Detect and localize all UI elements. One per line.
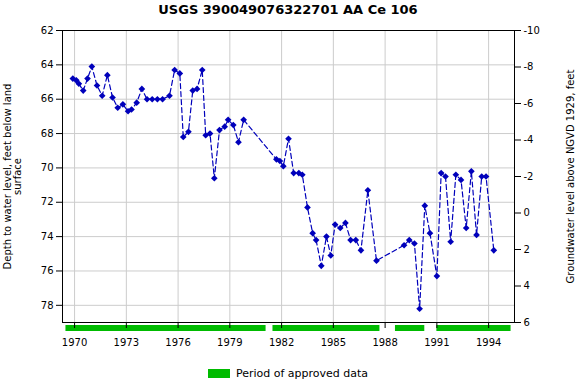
svg-text:1991: 1991 bbox=[424, 337, 449, 348]
svg-text:1976: 1976 bbox=[165, 337, 190, 348]
html-text:USGS 390049076322701 AA Ce 106: USGS 390049076322701 AA Ce 106 bbox=[158, 2, 418, 17]
svg-text:2: 2 bbox=[524, 244, 530, 255]
svg-text:4: 4 bbox=[524, 280, 530, 291]
html-text:Period of approved data: Period of approved data bbox=[235, 366, 369, 380]
svg-text:64: 64 bbox=[41, 59, 54, 70]
svg-text:70: 70 bbox=[41, 162, 54, 173]
svg-text:74: 74 bbox=[41, 231, 54, 242]
svg-text:66: 66 bbox=[41, 93, 54, 104]
svg-text:78: 78 bbox=[41, 300, 54, 311]
svg-text:-2: -2 bbox=[524, 171, 534, 182]
svg-text:76: 76 bbox=[41, 265, 54, 276]
svg-text:-10: -10 bbox=[524, 25, 540, 36]
svg-text:1985: 1985 bbox=[321, 337, 346, 348]
svg-text:-6: -6 bbox=[524, 98, 534, 109]
svg-text:-8: -8 bbox=[524, 61, 534, 72]
svg-text:72: 72 bbox=[41, 196, 54, 207]
svg-text:Depth to water level, feet bel: Depth to water level, feet below landsur… bbox=[2, 84, 23, 270]
svg-text:1994: 1994 bbox=[476, 337, 501, 348]
svg-text:1970: 1970 bbox=[62, 337, 87, 348]
svg-text:1988: 1988 bbox=[372, 337, 397, 348]
svg-text:-4: -4 bbox=[524, 134, 534, 145]
svg-text:1982: 1982 bbox=[269, 337, 294, 348]
svg-text:0: 0 bbox=[524, 207, 530, 218]
svg-text:68: 68 bbox=[41, 128, 54, 139]
svg-text:1979: 1979 bbox=[217, 337, 242, 348]
svg-text:Groundwater level above NGVD 1: Groundwater level above NGVD 1929, feet bbox=[565, 70, 576, 284]
svg-text:62: 62 bbox=[41, 25, 54, 36]
svg-text:6: 6 bbox=[524, 317, 530, 328]
svg-text:1973: 1973 bbox=[114, 337, 139, 348]
